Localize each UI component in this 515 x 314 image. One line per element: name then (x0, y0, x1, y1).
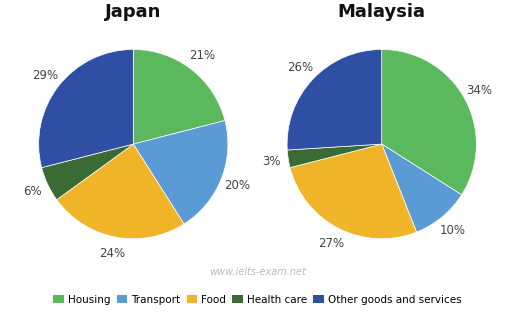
Title: Japan: Japan (105, 3, 162, 21)
Text: 24%: 24% (99, 247, 126, 260)
Text: 26%: 26% (287, 61, 313, 74)
Legend: Housing, Transport, Food, Health care, Other goods and services: Housing, Transport, Food, Health care, O… (49, 290, 466, 309)
Text: 27%: 27% (318, 237, 344, 250)
Wedge shape (287, 144, 382, 168)
Wedge shape (42, 144, 133, 200)
Text: 6%: 6% (23, 185, 42, 198)
Wedge shape (57, 144, 184, 239)
Text: 20%: 20% (224, 179, 250, 192)
Text: www.ielts-exam.net: www.ielts-exam.net (209, 267, 306, 277)
Wedge shape (382, 144, 461, 232)
Wedge shape (290, 144, 417, 239)
Text: 10%: 10% (440, 224, 466, 237)
Wedge shape (382, 50, 476, 195)
Text: 34%: 34% (467, 84, 492, 97)
Text: 29%: 29% (32, 69, 58, 82)
Wedge shape (287, 50, 382, 150)
Wedge shape (133, 121, 228, 224)
Text: 3%: 3% (262, 155, 281, 168)
Wedge shape (39, 50, 133, 168)
Title: Malaysia: Malaysia (338, 3, 426, 21)
Wedge shape (133, 50, 225, 144)
Text: 21%: 21% (188, 49, 215, 62)
